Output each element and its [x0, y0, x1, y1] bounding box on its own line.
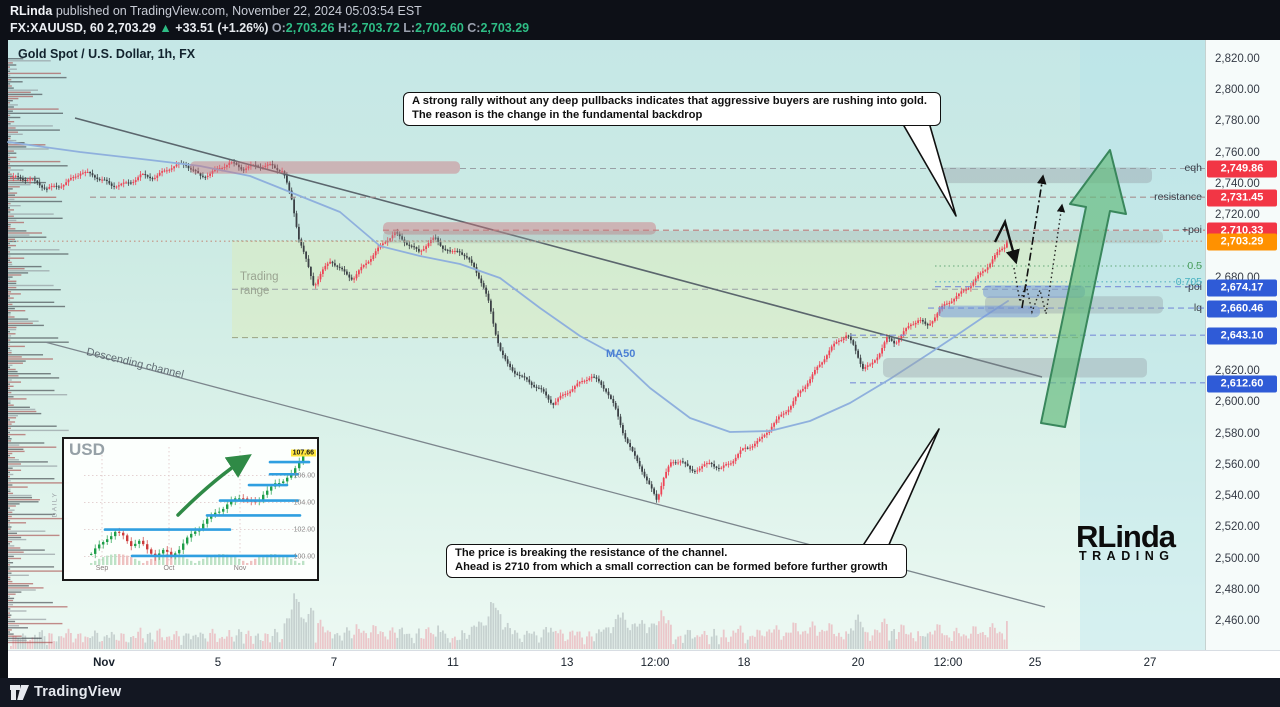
price-tick: 2,800.00	[1215, 84, 1260, 97]
publish-text: published on TradingView.com, November 2…	[52, 4, 422, 18]
inset-time-tick: Nov	[233, 565, 247, 572]
price-tick: 2,620.00	[1215, 365, 1260, 378]
rlinda-trading-logo: RLinda TRADING	[1076, 519, 1176, 563]
price-badge: 2,674.17	[1207, 279, 1277, 297]
annotation-callout-rally[interactable]: A strong rally without any deep pullback…	[403, 92, 941, 126]
close-value: 2,703.29	[480, 21, 530, 35]
time-tick: 7	[330, 657, 338, 669]
symbol-info: FX:XAUUSD, 60 2,703.29 ▲ +33.51 (+1.26%)…	[10, 21, 529, 35]
time-tick: 12:00	[640, 657, 670, 669]
author-name: RLinda	[10, 4, 53, 18]
price-tick: 2,460.00	[1215, 615, 1260, 627]
high-key: H:	[337, 21, 352, 35]
left-margin	[0, 40, 8, 678]
price-tick: 2,520.00	[1215, 521, 1260, 534]
low-value: 2,702.60	[415, 21, 464, 35]
inset-time-tick: Oct	[163, 565, 175, 572]
time-tick: 11	[447, 657, 459, 669]
price-tick: 2,500.00	[1215, 552, 1260, 565]
inset-price-tick: 104.00	[293, 499, 315, 507]
trading-range-label: Trading range	[240, 271, 279, 297]
symbol-name: FX:XAUUSD, 60	[10, 21, 104, 35]
level-label-lq: lq	[1193, 302, 1202, 315]
close-key: C:	[467, 21, 481, 35]
level-label-resistance: resistance	[1154, 191, 1202, 204]
header-bar: RLinda published on TradingView.com, Nov…	[0, 0, 1280, 40]
time-axis[interactable]: Nov 5 7 11 13 12:00 18 20 12:00 25 27	[8, 650, 1280, 679]
price-tick: 2,580.00	[1215, 427, 1260, 440]
open-key: O:	[271, 21, 286, 35]
price-tick: 2,720.00	[1215, 209, 1260, 222]
publish-info: RLinda published on TradingView.com, Nov…	[10, 4, 422, 18]
price-badge: 2,643.10	[1207, 327, 1277, 345]
time-tick: 20	[851, 657, 865, 669]
time-tick: 18	[737, 657, 751, 669]
level-label-poi: -poi	[1184, 280, 1202, 293]
time-tick: Nov	[93, 657, 115, 669]
annotation-callout-breakout[interactable]: The price is breaking the resistance of …	[446, 544, 907, 578]
inset-timeframe-label: DAILY	[51, 491, 59, 518]
logo-line2: TRADING	[1079, 549, 1175, 563]
time-tick: 12:00	[933, 657, 963, 669]
price-change: +33.51 (+1.26%)	[175, 21, 269, 35]
price-badge: 2,703.29	[1207, 233, 1277, 251]
level-label-poi: +poi	[1181, 224, 1202, 237]
last-price: 2,703.29	[107, 21, 156, 35]
usd-index-inset-chart: USD DAILY 107.66 100.00 102.00 104.00 106.0…	[51, 437, 319, 581]
level-label-05: 0.5	[1187, 260, 1202, 272]
inset-price-tick: 102.00	[293, 526, 315, 534]
chart-title: Gold Spot / U.S. Dollar, 1h, FX	[18, 47, 196, 61]
inset-title: USD	[69, 440, 105, 459]
price-tick: 2,820.00	[1215, 53, 1260, 65]
footer-bar: TradingView	[0, 678, 1280, 707]
price-tick: 2,740.00	[1215, 177, 1260, 190]
time-tick: 13	[560, 657, 574, 669]
inset-last-price-badge: 107.66	[290, 449, 316, 457]
tradingview-logo-icon	[10, 685, 29, 700]
open-value: 2,703.26	[285, 21, 335, 35]
price-tick: 2,540.00	[1215, 490, 1260, 503]
inset-price-tick: 100.00	[293, 553, 315, 561]
inset-time-tick: Sep	[95, 565, 109, 572]
price-tick: 2,600.00	[1215, 396, 1260, 409]
price-tick: 2,780.00	[1215, 115, 1260, 128]
price-tick: 2,480.00	[1215, 583, 1260, 596]
price-badge: 2,749.86	[1207, 160, 1277, 178]
price-axis[interactable]	[1205, 40, 1280, 650]
price-badge: 2,731.45	[1207, 189, 1277, 207]
price-badge: 2,612.60	[1207, 375, 1277, 393]
inset-price-tick: 106.00	[293, 472, 315, 480]
high-value: 2,703.72	[351, 21, 400, 35]
time-tick: 5	[214, 657, 222, 669]
price-badge: 2,660.46	[1207, 300, 1277, 318]
price-tick: 2,560.00	[1215, 458, 1260, 471]
up-arrow-icon: ▲	[159, 21, 172, 35]
time-tick: 25	[1028, 657, 1042, 669]
price-tick: 2,760.00	[1215, 146, 1260, 159]
low-key: L:	[403, 21, 416, 35]
time-tick: 27	[1143, 657, 1157, 669]
logo-line1: RLinda	[1076, 519, 1176, 554]
level-label-eqh: eqh	[1184, 162, 1202, 175]
ma50-label: MA50	[606, 348, 636, 360]
tradingview-brand: TradingView	[34, 684, 122, 700]
